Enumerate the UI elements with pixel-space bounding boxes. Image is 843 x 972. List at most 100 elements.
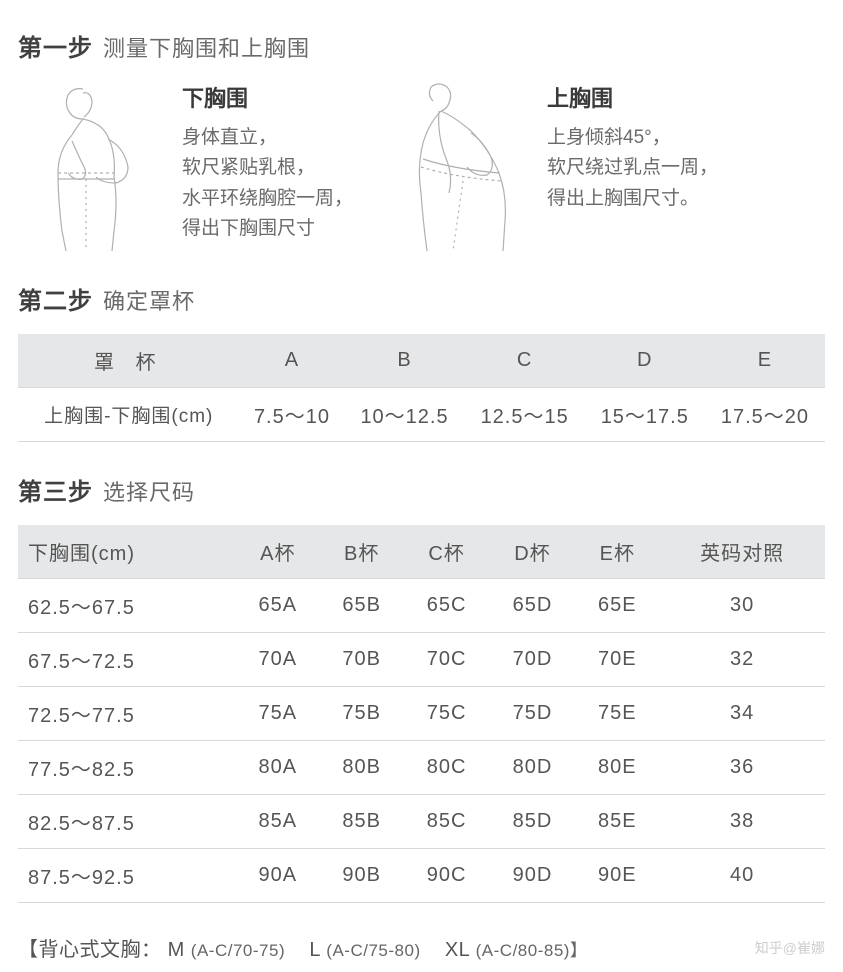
overbust-line-1: 软尺绕过乳点一周， bbox=[547, 153, 718, 183]
size-cell: 32 bbox=[659, 633, 825, 687]
underbust-title: 下胸围 bbox=[182, 81, 353, 113]
size-header-1: A杯 bbox=[236, 525, 320, 579]
size-cell: 40 bbox=[659, 849, 825, 903]
size-table-row: 87.5～92.590A90B90C90D90E40 bbox=[18, 849, 825, 903]
step2-label: 第二步 bbox=[18, 281, 93, 316]
size-cell: 80C bbox=[404, 741, 490, 795]
size-cell: 36 bbox=[659, 741, 825, 795]
cup-header-1: A bbox=[239, 334, 344, 388]
size-cell: 75B bbox=[320, 687, 404, 741]
step2-title: 确定罩杯 bbox=[103, 284, 195, 316]
size-table-row: 77.5～82.580A80B80C80D80E36 bbox=[18, 741, 825, 795]
underbust-line-0: 身体直立， bbox=[182, 123, 353, 153]
underbust-line-1: 软尺紧贴乳根， bbox=[182, 153, 353, 183]
size-table: 下胸围(cm) A杯 B杯 C杯 D杯 E杯 英码对照 62.5～67.565A… bbox=[18, 525, 825, 903]
cup-header-5: E bbox=[705, 334, 825, 388]
size-cell: 75C bbox=[404, 687, 490, 741]
overbust-text: 上胸围 上身倾斜45°， 软尺绕过乳点一周， 得出上胸围尺寸。 bbox=[547, 81, 718, 251]
size-cell: 90A bbox=[236, 849, 320, 903]
cup-header-3: C bbox=[465, 334, 585, 388]
step3-heading: 第三步 选择尺码 bbox=[18, 472, 825, 507]
size-cell: 87.5～92.5 bbox=[18, 849, 236, 903]
cup-cell-0: 7.5～10 bbox=[239, 388, 344, 442]
size-cell: 65D bbox=[490, 579, 576, 633]
step3-label: 第三步 bbox=[18, 472, 93, 507]
size-cell: 62.5～67.5 bbox=[18, 579, 236, 633]
size-header-4: D杯 bbox=[490, 525, 576, 579]
size-cell: 90D bbox=[490, 849, 576, 903]
cup-cell-1: 10～12.5 bbox=[344, 388, 464, 442]
overbust-title: 上胸围 bbox=[547, 81, 718, 113]
cup-header-4: D bbox=[585, 334, 705, 388]
footer-prefix: 【背心式文胸： bbox=[18, 939, 162, 961]
step1-label: 第一步 bbox=[18, 28, 93, 63]
size-cell: 80A bbox=[236, 741, 320, 795]
size-cell: 90B bbox=[320, 849, 404, 903]
size-cell: 85E bbox=[575, 795, 659, 849]
size-cell: 85A bbox=[236, 795, 320, 849]
size-cell: 70E bbox=[575, 633, 659, 687]
footer-l: L bbox=[309, 939, 320, 961]
size-table-row: 62.5～67.565A65B65C65D65E30 bbox=[18, 579, 825, 633]
size-cell: 38 bbox=[659, 795, 825, 849]
diagram-overbust: 上胸围 上身倾斜45°， 软尺绕过乳点一周， 得出上胸围尺寸。 bbox=[393, 81, 718, 251]
underbust-text: 下胸围 身体直立， 软尺紧贴乳根， 水平环绕胸腔一周， 得出下胸围尺寸 bbox=[182, 81, 353, 251]
size-table-header-row: 下胸围(cm) A杯 B杯 C杯 D杯 E杯 英码对照 bbox=[18, 525, 825, 579]
diagram-underbust: 下胸围 身体直立， 软尺紧贴乳根， 水平环绕胸腔一周， 得出下胸围尺寸 bbox=[28, 81, 353, 251]
underbust-line-3: 得出下胸围尺寸 bbox=[182, 214, 353, 244]
size-cell: 34 bbox=[659, 687, 825, 741]
footer-l-range: (A-C/75-80) bbox=[326, 941, 420, 960]
watermark: 知乎@崔娜 bbox=[755, 938, 825, 958]
size-cell: 70C bbox=[404, 633, 490, 687]
size-table-row: 67.5～72.570A70B70C70D70E32 bbox=[18, 633, 825, 687]
size-header-6: 英码对照 bbox=[659, 525, 825, 579]
cup-table-row: 上胸围-下胸围(cm) 7.5～10 10～12.5 12.5～15 15～17… bbox=[18, 388, 825, 442]
size-cell: 65A bbox=[236, 579, 320, 633]
footer-m-range: (A-C/70-75) bbox=[191, 941, 285, 960]
size-cell: 80E bbox=[575, 741, 659, 795]
size-cell: 75D bbox=[490, 687, 576, 741]
cup-cell-2: 12.5～15 bbox=[465, 388, 585, 442]
step1-heading: 第一步 测量下胸围和上胸围 bbox=[18, 28, 825, 63]
cup-table-header-row: 罩 杯 A B C D E bbox=[18, 334, 825, 388]
figure-underbust bbox=[28, 81, 168, 251]
size-cell: 90E bbox=[575, 849, 659, 903]
size-cell: 75A bbox=[236, 687, 320, 741]
size-header-0: 下胸围(cm) bbox=[18, 525, 236, 579]
size-cell: 65C bbox=[404, 579, 490, 633]
footer-xl: XL bbox=[445, 939, 470, 961]
cup-cell-3: 15～17.5 bbox=[585, 388, 705, 442]
size-cell: 82.5～87.5 bbox=[18, 795, 236, 849]
size-cell: 65E bbox=[575, 579, 659, 633]
size-header-3: C杯 bbox=[404, 525, 490, 579]
footer-note: 【背心式文胸： M (A-C/70-75) L (A-C/75-80) XL (… bbox=[18, 933, 825, 962]
size-header-5: E杯 bbox=[575, 525, 659, 579]
size-cell: 72.5～77.5 bbox=[18, 687, 236, 741]
size-cell: 85B bbox=[320, 795, 404, 849]
cup-cell-4: 17.5～20 bbox=[705, 388, 825, 442]
step1-diagrams: 下胸围 身体直立， 软尺紧贴乳根， 水平环绕胸腔一周， 得出下胸围尺寸 bbox=[18, 81, 825, 251]
cup-table: 罩 杯 A B C D E 上胸围-下胸围(cm) 7.5～10 10～12.5… bbox=[18, 334, 825, 442]
cup-header-0: 罩 杯 bbox=[18, 334, 239, 388]
size-table-row: 72.5～77.575A75B75C75D75E34 bbox=[18, 687, 825, 741]
size-cell: 85D bbox=[490, 795, 576, 849]
size-cell: 30 bbox=[659, 579, 825, 633]
size-cell: 85C bbox=[404, 795, 490, 849]
size-cell: 90C bbox=[404, 849, 490, 903]
size-cell: 65B bbox=[320, 579, 404, 633]
size-cell: 77.5～82.5 bbox=[18, 741, 236, 795]
underbust-line-2: 水平环绕胸腔一周， bbox=[182, 184, 353, 214]
size-cell: 70D bbox=[490, 633, 576, 687]
size-cell: 70A bbox=[236, 633, 320, 687]
step3-title: 选择尺码 bbox=[103, 475, 195, 507]
size-cell: 80B bbox=[320, 741, 404, 795]
step1-title: 测量下胸围和上胸围 bbox=[103, 31, 310, 63]
footer-m: M bbox=[168, 939, 185, 961]
size-table-row: 82.5～87.585A85B85C85D85E38 bbox=[18, 795, 825, 849]
footer-xl-range: (A-C/80-85)】 bbox=[476, 941, 588, 960]
step2-heading: 第二步 确定罩杯 bbox=[18, 281, 825, 316]
size-cell: 70B bbox=[320, 633, 404, 687]
cup-row-label: 上胸围-下胸围(cm) bbox=[18, 388, 239, 442]
size-cell: 80D bbox=[490, 741, 576, 795]
overbust-line-0: 上身倾斜45°， bbox=[547, 123, 718, 153]
